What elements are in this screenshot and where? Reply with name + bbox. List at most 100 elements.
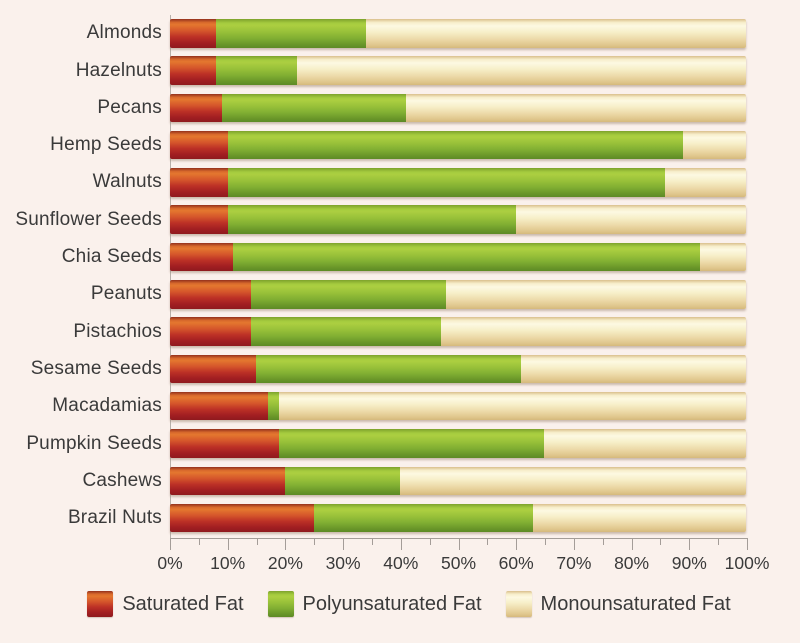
category-label: Sesame Seeds	[30, 357, 162, 379]
segment-saturated	[170, 168, 228, 197]
major-tick	[631, 538, 633, 550]
segment-saturated	[170, 429, 280, 458]
category-label: Hemp Seeds	[50, 134, 162, 156]
minor-tick	[429, 538, 431, 545]
major-tick	[343, 538, 345, 550]
tick-label: 30%	[325, 553, 361, 573]
stacked-bar	[170, 354, 746, 384]
category-label: Macadamias	[52, 395, 162, 417]
segment-monounsaturated	[365, 19, 746, 48]
bar-rows: Almonds Hazelnuts Pecans Hemp Seeds Walnuts S…	[8, 19, 746, 533]
tick-label: 90%	[671, 553, 707, 573]
bar-row: Brazil Nuts	[8, 503, 746, 533]
bar-row: Peanuts	[8, 280, 746, 309]
stacked-bar	[170, 93, 746, 123]
category-label: Pecans	[97, 96, 162, 118]
stacked-bar	[170, 429, 746, 458]
segment-monounsaturated	[515, 205, 746, 234]
major-tick	[573, 538, 575, 550]
legend-item-saturated: Saturated Fat	[87, 591, 244, 617]
bar-row: Hazelnuts	[8, 56, 746, 85]
category-label: Pistachios	[73, 320, 162, 342]
segment-polyunsaturated	[279, 429, 545, 458]
stacked-bar	[170, 205, 746, 234]
stacked-bar	[170, 466, 746, 496]
minor-tick	[314, 538, 316, 545]
segment-saturated	[170, 391, 268, 421]
tick-label: 70%	[556, 553, 592, 573]
segment-monounsaturated	[440, 317, 746, 346]
minor-tick	[660, 538, 662, 545]
tick-label: 100%	[724, 553, 770, 573]
stacked-bar	[170, 130, 746, 160]
minor-tick	[487, 538, 489, 545]
segment-saturated	[170, 317, 251, 346]
segment-monounsaturated	[699, 242, 746, 272]
minor-tick	[602, 538, 604, 545]
category-label: Brazil Nuts	[67, 507, 162, 529]
segment-saturated	[170, 466, 286, 496]
bar-row: Walnuts	[8, 168, 746, 197]
segment-monounsaturated	[665, 168, 746, 197]
legend-item-polyunsaturated: Polyunsaturated Fat	[267, 591, 482, 617]
stacked-bar	[170, 280, 746, 309]
segment-saturated	[170, 280, 251, 309]
x-axis: 0% 10% 20% 30% 40% 50% 60% 70% 80% 90% 100%	[157, 538, 769, 583]
bar-row: Macadamias	[8, 391, 746, 421]
segment-saturated	[170, 56, 217, 85]
stacked-bar	[170, 503, 746, 533]
polyunsaturated-fat-swatch	[267, 591, 294, 617]
legend: Saturated Fat Polyunsaturated Fat Monoun…	[0, 591, 800, 617]
monounsaturated-fat-swatch	[505, 591, 532, 617]
y-axis-line	[170, 15, 171, 539]
legend-item-monounsaturated: Monounsaturated Fat	[505, 591, 731, 617]
major-tick	[458, 538, 460, 550]
segment-polyunsaturated	[227, 168, 666, 197]
category-label: Hazelnuts	[75, 59, 162, 81]
minor-tick	[545, 538, 547, 545]
category-label: Sunflower Seeds	[15, 208, 162, 230]
bar-row: Almonds	[8, 19, 746, 48]
category-label: Cashews	[82, 469, 162, 491]
category-label: Chia Seeds	[61, 246, 162, 268]
minor-tick	[198, 538, 200, 545]
segment-monounsaturated	[279, 391, 746, 421]
segment-monounsaturated	[406, 93, 746, 123]
bar-row: Pistachios	[8, 317, 746, 346]
segment-saturated	[170, 205, 228, 234]
tick-label: 40%	[383, 553, 419, 573]
segment-saturated	[170, 130, 228, 160]
legend-label-saturated: Saturated Fat	[122, 592, 244, 615]
segment-monounsaturated	[296, 56, 746, 85]
bar-row: Chia Seeds	[8, 242, 746, 272]
stacked-bar	[170, 56, 746, 85]
bar-row: Pecans	[8, 93, 746, 123]
stacked-bar	[170, 19, 746, 48]
category-label: Pumpkin Seeds	[26, 432, 162, 454]
segment-saturated	[170, 242, 234, 272]
tick-label: 60%	[498, 553, 534, 573]
category-label: Peanuts	[90, 283, 162, 305]
tick-label: 50%	[440, 553, 477, 573]
segment-monounsaturated	[532, 503, 746, 533]
segment-polyunsaturated	[250, 280, 447, 309]
legend-label-polyunsaturated: Polyunsaturated Fat	[302, 592, 482, 615]
segment-polyunsaturated	[267, 391, 280, 421]
minor-tick	[256, 538, 258, 545]
segment-saturated	[170, 503, 314, 533]
tick-label: 10%	[210, 553, 246, 573]
category-label: Walnuts	[92, 171, 162, 193]
bar-row: Hemp Seeds	[8, 130, 746, 160]
tick-label: 0%	[157, 553, 183, 573]
stacked-bar	[170, 242, 746, 272]
major-tick	[747, 538, 748, 550]
bar-row: Sunflower Seeds	[8, 205, 746, 234]
major-tick	[170, 538, 171, 550]
segment-monounsaturated	[544, 429, 746, 458]
major-tick	[689, 538, 691, 550]
segment-polyunsaturated	[216, 56, 297, 85]
minor-tick	[371, 538, 373, 545]
major-tick	[227, 538, 229, 550]
segment-polyunsaturated	[216, 19, 366, 48]
